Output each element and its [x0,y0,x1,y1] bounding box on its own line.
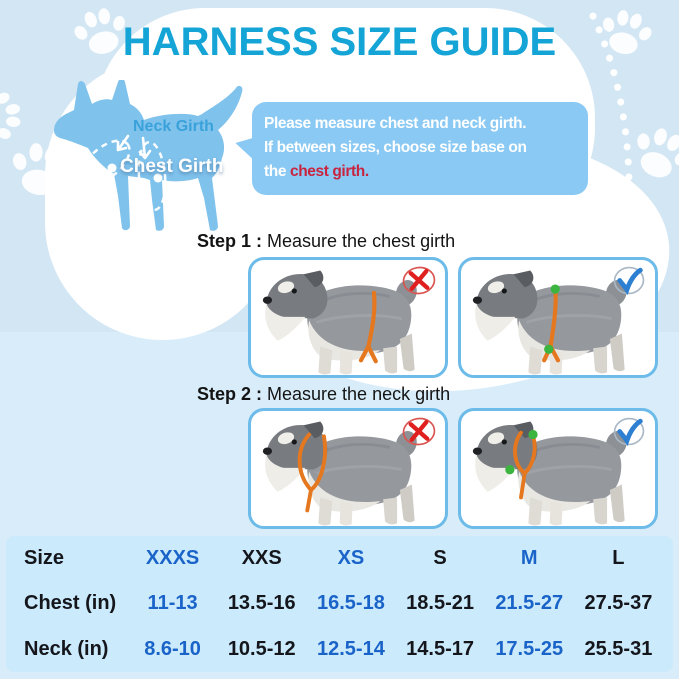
step-2-correct-panel [458,408,658,529]
table-cell: 18.5-21 [406,592,474,615]
neck-girth-label: Neck Girth [133,118,214,135]
step-1-label: Step 1 : Measure the chest girth [197,231,456,251]
size-table: Size XXXS XXS XS S M L Chest (in) 11-13 … [6,536,673,672]
schnauzer-photo [461,416,655,528]
step-1-wrong-panel [248,257,448,378]
schnauzer-photo [251,416,445,528]
note-line-2: If between sizes, choose size base on [264,139,527,156]
note-bubble: Please measure chest and neck girth. If … [252,102,588,195]
page-title: HARNESS SIZE GUIDE [122,20,557,64]
correct-mark-icon [610,416,648,447]
table-cell: 13.5-16 [227,592,296,615]
size-table-row-label: Chest (in) [24,592,117,615]
measure-point-dot [505,465,515,475]
step-2-label: Step 2 : Measure the neck girth [197,384,451,404]
schnauzer-photo [251,265,445,377]
neck-arrow-icon [116,134,130,152]
size-col-header: XS [337,547,365,570]
step-1-correct-panel [458,257,658,378]
table-cell: 11-13 [147,592,198,615]
neck-measure-dot [107,163,117,173]
wrong-mark-icon [400,265,438,296]
harness-strap-overlay [513,430,537,500]
chest-girth-label: Chest Girth [120,156,224,177]
table-cell: 25.5-31 [584,637,653,660]
harness-strap-overlay [297,432,327,513]
measure-point-dot [544,344,554,354]
size-table-row-label: Neck (in) [24,637,109,660]
correct-mark-icon [610,265,648,296]
measure-point-dot [528,429,538,440]
note-line-1: Please measure chest and neck girth. [264,115,527,132]
neck-girth-dashed-ellipse [81,139,131,185]
table-cell: 21.5-27 [495,592,564,615]
table-cell: 14.5-17 [406,637,474,660]
measure-point-dot [550,284,560,294]
table-cell: 17.5-25 [495,637,564,660]
wrong-mark-icon [400,416,438,447]
table-cell: 8.6-10 [144,637,201,660]
table-cell: 12.5-14 [316,637,385,660]
note-line-3: the chest girth. [264,163,369,180]
step-2-wrong-panel [248,408,448,529]
table-cell: 10.5-12 [227,637,296,660]
size-table-row-label: Size [24,547,65,570]
size-col-header: XXS [241,547,282,570]
table-cell: 27.5-37 [584,592,653,615]
size-col-header: M [520,547,538,570]
measurement-diagram: Neck Girth Chest Girth [48,80,253,235]
table-cell: 16.5-18 [316,592,385,615]
schnauzer-photo [461,265,655,377]
chest-girth-highlight: chest girth [289,163,365,180]
harness-strap-overlay [358,290,378,364]
size-col-header: S [433,547,447,570]
size-col-header: XXXS [145,547,200,570]
size-col-header: L [612,547,625,570]
